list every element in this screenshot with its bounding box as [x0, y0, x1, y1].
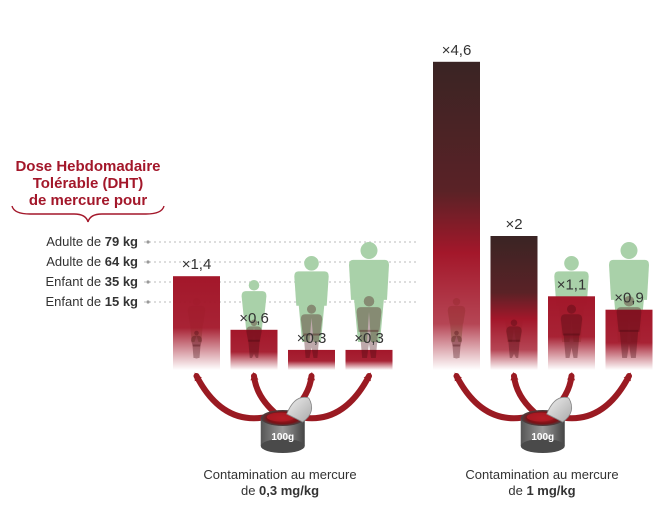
bar: [433, 61, 480, 371]
dht-title-line-1: Dose Hebdomadaire: [15, 158, 161, 175]
group-caption-1-line1: Contamination au mercure: [203, 467, 357, 482]
person-shadow-icon: [300, 304, 323, 358]
person-shadow-icon: [246, 319, 262, 358]
group-caption-1-value: 0,3 mg/kg: [259, 483, 320, 498]
reference-label: Adulte de 79 kg: [46, 234, 138, 249]
reference-label: Enfant de 35 kg: [45, 274, 138, 289]
tuna-can-icon: 100g: [520, 396, 573, 453]
person-silhouette-icon: [294, 256, 329, 342]
tuna-can-icon: 100g: [260, 396, 313, 453]
person-shadow-icon: [506, 319, 522, 358]
bar-value-label: ×0,3: [354, 330, 384, 347]
reference-dot: [146, 300, 150, 304]
group-caption-2-line1: Contamination au mercure: [465, 467, 619, 482]
can-label: 100g: [271, 432, 294, 443]
bar: [230, 329, 278, 370]
reference-dot: [146, 280, 150, 284]
arrow: [250, 372, 282, 419]
bar: [288, 349, 335, 370]
can-label: 100g: [531, 432, 554, 443]
group-caption-1: Contamination au mercure de 0,3 mg/kg: [180, 467, 380, 499]
bar: [173, 276, 220, 370]
bar: [548, 296, 595, 370]
bar-value-label: ×1,1: [557, 276, 587, 293]
bar-value-label: ×4,6: [442, 42, 472, 59]
reference-lines: Adulte de 79 kg Adulte de 64 kg Enfant de …: [11, 205, 416, 309]
dht-title-line-3: de mercure pour: [28, 192, 148, 209]
person-shadow-icon: [356, 296, 382, 358]
group-caption-2-prefix: de: [508, 483, 527, 498]
person-shadow-icon: [616, 296, 642, 358]
bar: [605, 309, 653, 370]
person-silhouette-icon: [349, 242, 389, 342]
group-caption-1-prefix: de: [240, 483, 260, 498]
bar-value-label: ×0,6: [239, 310, 269, 327]
reference-label: Adulte de 64 kg: [46, 254, 138, 269]
dht-title-line-2: Tolérable (DHT): [32, 175, 144, 192]
dht-bracket: [11, 205, 165, 223]
arrow: [510, 372, 542, 419]
reference-dot: [146, 260, 150, 264]
bar-value-label: ×1,4: [182, 256, 212, 273]
group-caption-2-value: 1 mg/kg: [526, 483, 576, 498]
bar-value-label: ×0,3: [297, 330, 327, 347]
tuna-cans: 100g 100g: [260, 396, 573, 453]
bar-value-label: ×0,9: [614, 290, 644, 307]
bars: ×1,4 ×0,6 ×0,3 ×0,3 ×4,6 ×2 ×1,1 ×0,9: [173, 42, 653, 371]
reference-dot: [146, 240, 150, 244]
dht-legend-title: Dose Hebdomadaire Tolérable (DHT) de mer…: [0, 158, 176, 209]
bar-value-label: ×2: [505, 216, 522, 233]
person-shadow-icon: [191, 330, 202, 359]
reference-label: Enfant de 15 kg: [45, 294, 138, 309]
group-caption-2: Contamination au mercure de 1 mg/kg: [442, 467, 642, 499]
bar: [345, 349, 393, 370]
person-shadow-icon: [451, 330, 462, 359]
person-shadow-icon: [560, 304, 583, 358]
bar: [490, 236, 538, 370]
